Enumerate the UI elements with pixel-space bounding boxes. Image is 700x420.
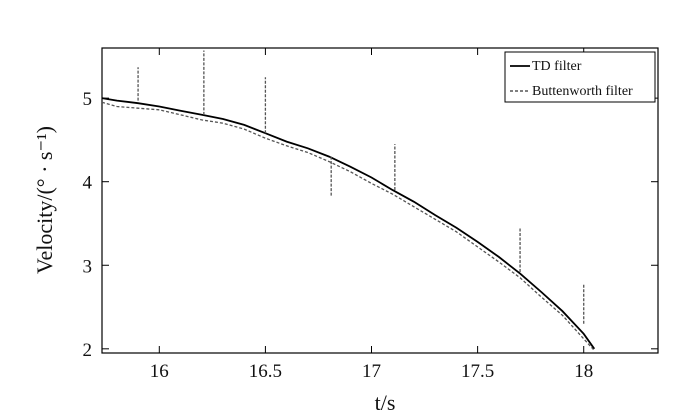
y-tick-label: 2 <box>83 340 93 361</box>
x-tick-label: 18 <box>574 361 593 382</box>
x-axis-title: t/s <box>375 390 396 415</box>
y-tick-label: 5 <box>83 89 93 110</box>
legend-label-butterworth: Buttenworth filter <box>532 84 633 99</box>
series-line-td-filter <box>101 97 596 350</box>
x-tick-label: 17 <box>362 361 381 382</box>
series-line-butterworth-filter <box>101 101 595 351</box>
legend-box <box>504 51 656 103</box>
y-axis-title: Velocity/(° · s⁻¹) <box>32 126 57 274</box>
x-tick-label: 16 <box>150 361 169 382</box>
x-tick-label: 17.5 <box>461 361 494 382</box>
x-tick-label: 16.5 <box>249 361 282 382</box>
y-tick-label: 3 <box>83 256 93 277</box>
axis-ticks: 16 16.5 17 17.5 18 2 3 4 5 <box>83 48 658 382</box>
legend-label-td: TD filter <box>532 59 582 74</box>
y-tick-label: 4 <box>83 173 93 194</box>
legend: TD filter Buttenworth filter <box>504 51 656 103</box>
plot-frame <box>101 47 659 354</box>
plot-content <box>101 50 596 351</box>
